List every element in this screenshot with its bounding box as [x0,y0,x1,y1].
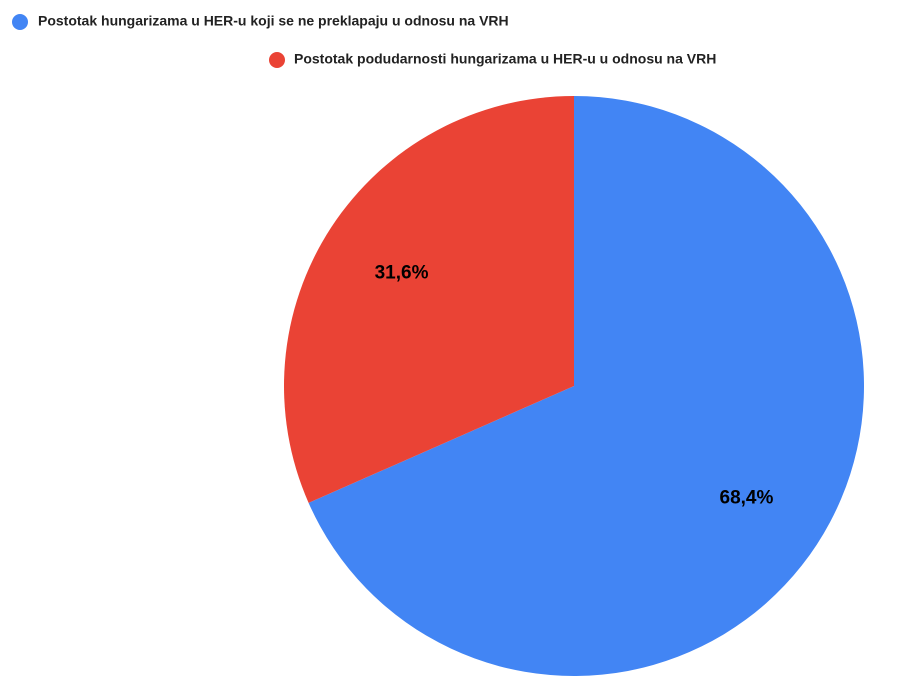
data-label: 68,4% [720,488,774,509]
legend-label: Postotak hungarizama u HER-u koji se ne … [38,13,509,29]
legend-swatch [269,52,285,68]
data-label: 31,6% [375,263,429,284]
legend-swatch [12,14,28,30]
legend-label: Postotak podudarnosti hungarizama u HER-… [294,51,716,67]
pie-slice [308,96,864,676]
pie-slice [284,96,574,503]
